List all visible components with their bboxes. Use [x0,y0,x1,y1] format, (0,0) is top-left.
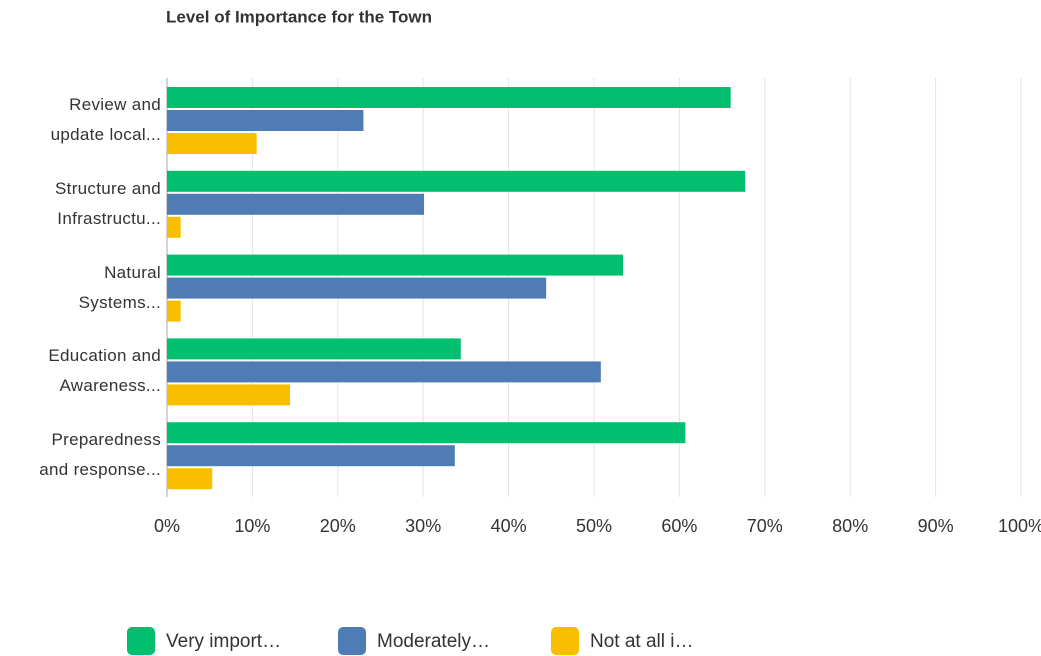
x-tick-label: 40% [491,516,527,536]
bar [167,338,461,360]
x-tick-label: 20% [320,516,356,536]
x-tick-label: 100% [998,516,1041,536]
bar [167,254,624,276]
bar [167,468,213,490]
x-tick-label: 0% [154,516,180,536]
chart-title: Level of Importance for the Town [166,7,432,26]
bar [167,277,547,299]
bar [167,193,425,215]
x-tick-label: 70% [747,516,783,536]
bar [167,422,686,444]
legend-swatch [338,627,366,655]
y-tick-label: Structure and Infrastructu... [55,178,161,228]
bar [167,361,601,383]
legend-label: Moderately… [377,631,490,652]
x-tick-label: 50% [576,516,612,536]
x-tick-label: 90% [918,516,954,536]
x-tick-label: 60% [661,516,697,536]
y-tick-label: Review and update local... [50,95,161,144]
legend-label: Very import… [166,631,281,652]
y-tick-label: Education and Awareness... [48,346,161,396]
bar [167,87,731,108]
bar [167,133,257,154]
bar [167,300,181,322]
x-tick-label: 80% [832,516,868,536]
bar [167,110,364,131]
bar [167,445,455,467]
bar [167,384,290,406]
x-tick-label: 30% [405,516,441,536]
legend-swatch [551,627,579,655]
y-tick-label: Preparedness and response... [39,430,161,480]
bar [167,216,181,238]
y-tick-label: Natural Systems... [78,262,161,312]
legend-swatch [127,627,155,655]
legend-label: Not at all i… [590,631,693,652]
bar [167,170,746,192]
x-tick-label: 10% [234,516,270,536]
